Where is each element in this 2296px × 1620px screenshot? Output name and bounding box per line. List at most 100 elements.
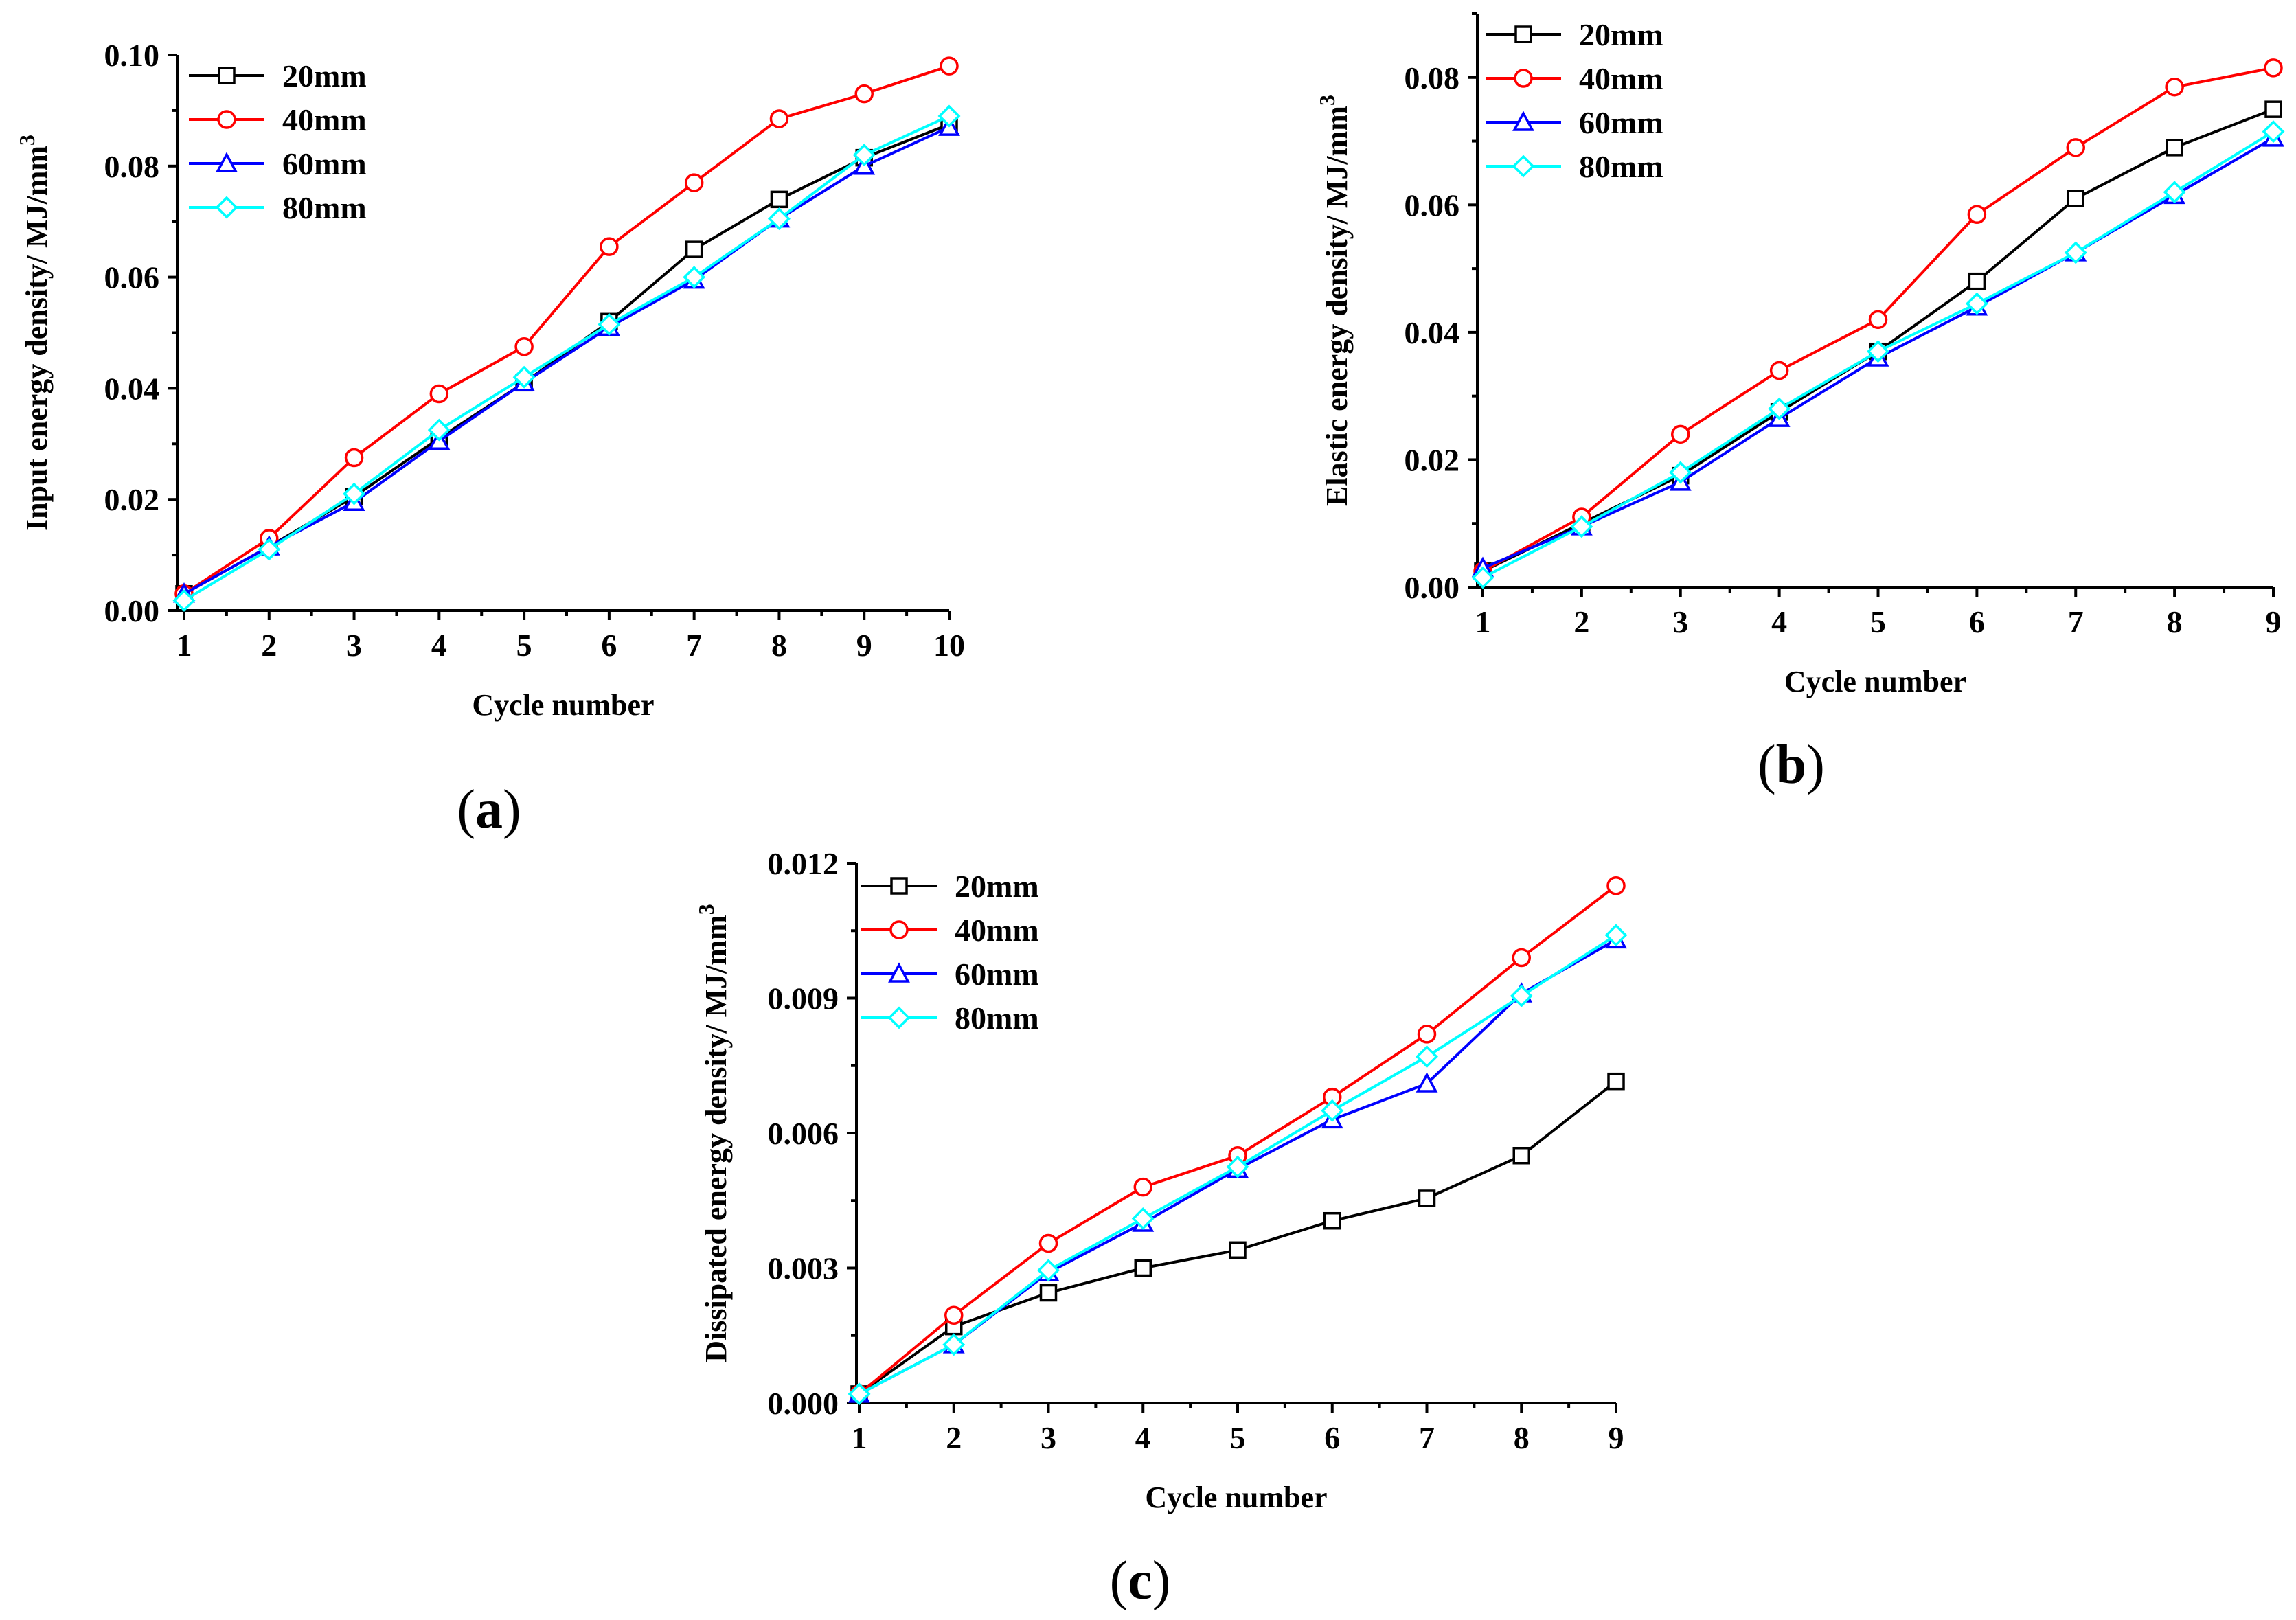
legend-marker-60mm: [1512, 111, 1534, 131]
data-point-80mm: [767, 207, 791, 231]
legend-marker-80mm: [215, 196, 238, 219]
y-tick-label: 0.003: [768, 1251, 839, 1286]
y-axis-title-text: Elastic energy density/ MJ/mm: [1320, 106, 1354, 506]
y-axis-title: Input energy density/ MJ/mm3: [14, 135, 54, 531]
x-tick-label: 5: [516, 628, 532, 663]
series-line-80mm: [183, 115, 950, 602]
data-point-80mm: [852, 144, 876, 167]
data-point-80mm: [1471, 566, 1494, 589]
data-point-80mm: [2262, 120, 2285, 144]
data-point-20mm: [1134, 1259, 1152, 1277]
legend-marker-60mm: [216, 152, 238, 172]
y-tick-label: 0.08: [1405, 60, 1460, 95]
data-point-80mm: [2163, 181, 2186, 204]
y-axis-title-superscript: 3: [14, 135, 39, 146]
x-tick-label: 3: [346, 628, 362, 663]
x-tick-label: 2: [946, 1420, 962, 1455]
data-point-80mm: [683, 266, 706, 289]
data-point-60mm: [1416, 1072, 1438, 1093]
chart-panel-b: 1 2 3 4 5 6 7 8 9 0.00 0.02 0.04 0.06 0.08 Cycle numbe…: [1315, 12, 2285, 795]
legend-marker-60mm: [888, 962, 910, 983]
legend-marker-40mm: [1514, 69, 1533, 88]
y-tick-label: 0.00: [1405, 570, 1460, 605]
legend-label-80mm: 80mm: [1579, 149, 1663, 184]
data-point-40mm: [2066, 138, 2085, 157]
legend-label-80mm: 80mm: [955, 1001, 1039, 1036]
data-point-20mm: [2067, 190, 2084, 207]
data-point-20mm: [1607, 1072, 1625, 1091]
legend-label-60mm: 60mm: [282, 146, 367, 181]
y-tick-label: 0.08: [104, 149, 160, 184]
y-tick-label: 0.012: [768, 846, 839, 881]
x-tick-label: 5: [1230, 1420, 1246, 1455]
x-tick-label: 4: [1771, 604, 1787, 639]
data-point-40mm: [344, 448, 364, 468]
y-axis-title-text: Dissipated energy density/ MJ/mm: [699, 915, 733, 1362]
data-point-20mm: [770, 190, 788, 209]
data-point-80mm: [1321, 1099, 1344, 1122]
legend-marker-20mm: [1514, 25, 1532, 43]
legend-label-80mm: 80mm: [282, 190, 367, 225]
x-tick-label: 9: [2266, 604, 2282, 639]
y-tick-label: 0.06: [1405, 187, 1460, 223]
y-tick-label: 0.00: [104, 593, 160, 628]
y-axis-title-text: Input energy density/ MJ/mm: [20, 146, 54, 531]
data-point-80mm: [1416, 1045, 1438, 1069]
data-point-40mm: [1512, 948, 1531, 968]
x-tick-label: 7: [2068, 604, 2084, 639]
y-axis-title: Dissipated energy density/ MJ/mm3: [694, 904, 733, 1362]
data-point-80mm: [1226, 1155, 1249, 1178]
data-point-80mm: [427, 418, 451, 442]
data-point-20mm: [2264, 100, 2282, 118]
legend-marker-40mm: [889, 920, 909, 939]
x-tick-label: 2: [261, 628, 277, 663]
x-tick-label: 9: [1609, 1420, 1624, 1455]
data-point-80mm: [512, 365, 536, 389]
x-tick-label: 7: [1419, 1420, 1435, 1455]
data-point-40mm: [1868, 310, 1888, 330]
data-point-20mm: [685, 240, 703, 258]
legend-marker-80mm: [1512, 155, 1535, 178]
data-point-40mm: [1417, 1025, 1437, 1044]
legend-label-40mm: 40mm: [955, 913, 1039, 948]
data-point-20mm: [1418, 1189, 1436, 1207]
data-point-20mm: [1968, 272, 1986, 290]
x-tick-label: 3: [1041, 1420, 1056, 1455]
data-point-40mm: [1606, 876, 1626, 895]
data-point-20mm: [1512, 1147, 1530, 1165]
data-point-40mm: [854, 84, 874, 104]
x-tick-label: 4: [1135, 1420, 1151, 1455]
legend-marker-40mm: [217, 110, 236, 129]
data-point-80mm: [1131, 1207, 1155, 1230]
y-tick-label: 0.009: [768, 981, 839, 1016]
legend-label-20mm: 20mm: [1579, 17, 1663, 52]
data-point-20mm: [1039, 1284, 1058, 1302]
panel-label: (a): [457, 779, 521, 840]
y-tick-label: 0.04: [104, 371, 160, 406]
chart-panel-a: 1 2 3 4 5 6 7 8 9 10 0.00 0.02 0.04 0.06 0.08 0.10 Cycle…: [14, 38, 965, 840]
x-tick-label: 1: [1475, 604, 1491, 639]
x-tick-label: 1: [177, 628, 192, 663]
data-point-80mm: [848, 1382, 871, 1406]
legend-label-60mm: 60mm: [955, 957, 1039, 992]
x-tick-label: 3: [1672, 604, 1688, 639]
y-tick-label: 0.02: [104, 482, 160, 517]
data-point-80mm: [1867, 340, 1889, 363]
y-tick-label: 0.06: [104, 260, 160, 295]
y-axis-title: Elastic energy density/ MJ/mm3: [1315, 95, 1354, 506]
x-tick-label: 8: [1514, 1420, 1530, 1455]
x-tick-label: 7: [686, 628, 702, 663]
legend-label-40mm: 40mm: [1579, 61, 1663, 96]
x-tick-label: 6: [601, 628, 617, 663]
x-axis-title: Cycle number: [472, 688, 654, 722]
data-point-80mm: [1604, 924, 1628, 947]
y-tick-label: 0.04: [1405, 315, 1460, 350]
x-tick-label: 10: [933, 628, 965, 663]
data-point-40mm: [1133, 1177, 1152, 1197]
data-point-80mm: [1768, 397, 1791, 420]
data-point-80mm: [1965, 292, 1988, 315]
data-point-40mm: [944, 1305, 964, 1325]
y-tick-label: 0.02: [1405, 442, 1460, 477]
x-tick-label: 8: [2167, 604, 2183, 639]
